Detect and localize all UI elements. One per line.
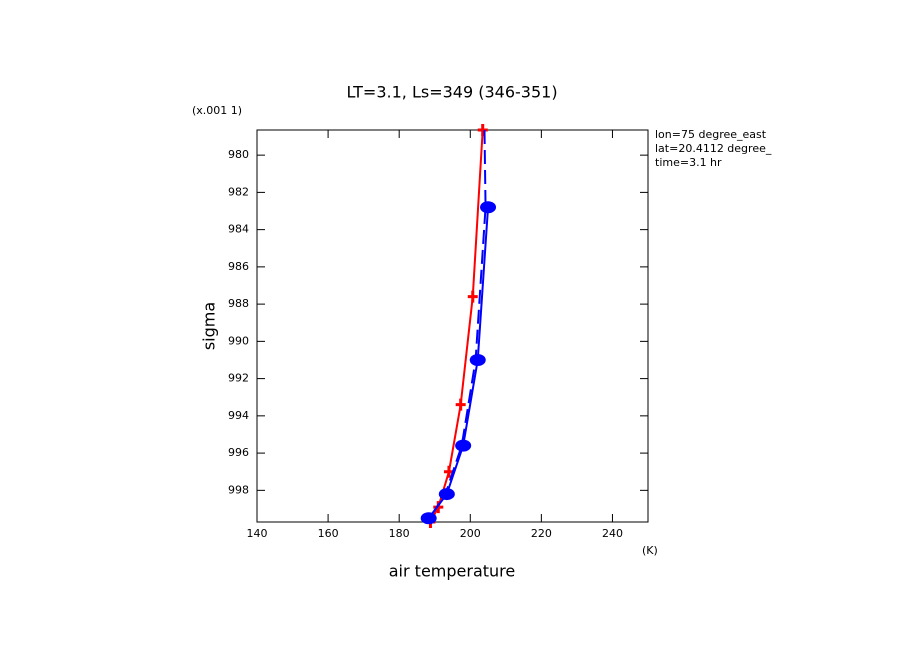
x-tick-label: 240 — [602, 527, 623, 540]
y-tick-label: 994 — [228, 409, 249, 422]
y-tick-label: 984 — [228, 223, 249, 236]
x-tick-label: 200 — [460, 527, 481, 540]
annotation: time=3.1 hr — [655, 156, 722, 169]
marker — [467, 290, 478, 303]
plot-frame — [256, 129, 649, 523]
x-tick-label: 140 — [247, 527, 268, 540]
marker — [480, 201, 497, 214]
marker — [420, 512, 437, 525]
annotation: lat=20.4112 degree_ — [655, 142, 772, 155]
y-unit: (x.001 1) — [192, 104, 242, 117]
x-tick-label: 180 — [389, 527, 410, 540]
x-unit: (K) — [642, 544, 658, 557]
y-tick-label: 988 — [228, 297, 249, 310]
plot-area — [420, 124, 497, 528]
series-line — [428, 129, 487, 519]
y-axis-label: sigma — [200, 302, 219, 350]
marker — [455, 398, 466, 411]
y-tick-label: 996 — [228, 446, 249, 459]
annotation: lon=75 degree_east — [655, 128, 767, 141]
x-tick-label: 220 — [531, 527, 552, 540]
chart-title: LT=3.1, Ls=349 (346-351) — [346, 83, 557, 102]
marker — [477, 124, 488, 136]
y-tick-label: 998 — [228, 483, 249, 496]
marker — [455, 439, 472, 452]
marker — [469, 353, 486, 366]
y-tick-label: 986 — [228, 260, 249, 273]
x-tick-label: 160 — [318, 527, 339, 540]
y-tick-label: 990 — [228, 334, 249, 347]
x-axis-label: air temperature — [389, 562, 515, 581]
y-tick-label: 980 — [228, 148, 249, 161]
y-tick-label: 992 — [228, 372, 249, 385]
y-tick-label: 982 — [228, 185, 249, 198]
